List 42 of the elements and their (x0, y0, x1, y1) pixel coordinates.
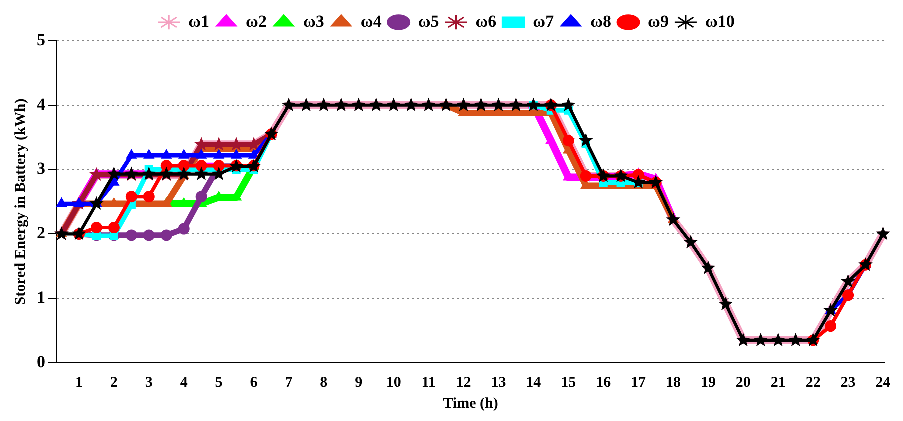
legend-label: ω1 (188, 12, 210, 31)
x-tick-label: 11 (422, 374, 436, 391)
x-tick-label: 17 (631, 374, 647, 391)
x-tick-label: 18 (666, 374, 682, 391)
x-tick-label: 10 (386, 374, 402, 391)
x-tick-label: 9 (355, 374, 363, 391)
legend-label: ω5 (418, 12, 440, 31)
x-tick-label: 16 (596, 374, 612, 391)
x-tick-label: 24 (876, 374, 892, 391)
x-tick-label: 4 (180, 374, 188, 391)
legend-label: ω8 (590, 12, 612, 31)
legend-label: ω6 (476, 12, 497, 31)
legend-label: ω3 (303, 12, 324, 31)
x-tick-label: 7 (285, 374, 294, 391)
x-tick-label: 5 (215, 374, 223, 391)
x-tick-label: 8 (320, 374, 328, 391)
x-tick-label: 12 (456, 374, 472, 391)
x-tick-label: 6 (250, 374, 258, 391)
x-tick-label: 21 (770, 374, 786, 391)
x-tick-label: 2 (110, 374, 118, 391)
legend-label: ω10 (705, 12, 735, 31)
y-tick-label: 4 (37, 94, 46, 114)
y-tick-label: 1 (37, 288, 46, 307)
legend-label: ω7 (533, 12, 555, 31)
y-tick-label: 0 (37, 352, 46, 372)
x-tick-label: 3 (145, 374, 153, 391)
y-tick-label: 5 (37, 30, 46, 50)
x-tick-label: 13 (491, 374, 506, 391)
x-axis-title: Time (h) (443, 396, 498, 412)
x-tick-label: 14 (526, 374, 542, 391)
x-tick-label: 19 (700, 374, 716, 391)
x-tick-label: 23 (840, 374, 856, 391)
y-axis-title: Stored Energy in Battery (kWh) (12, 98, 29, 306)
x-tick-label: 22 (806, 374, 821, 391)
legend-label: ω4 (360, 12, 382, 31)
legend-label: ω2 (246, 12, 267, 31)
y-tick-label: 2 (37, 224, 46, 243)
x-tick-label: 15 (561, 374, 576, 391)
x-tick-label: 20 (736, 374, 751, 391)
legend-label: ω9 (648, 12, 669, 31)
y-tick-label: 3 (37, 159, 46, 178)
x-tick-label: 1 (75, 374, 83, 391)
